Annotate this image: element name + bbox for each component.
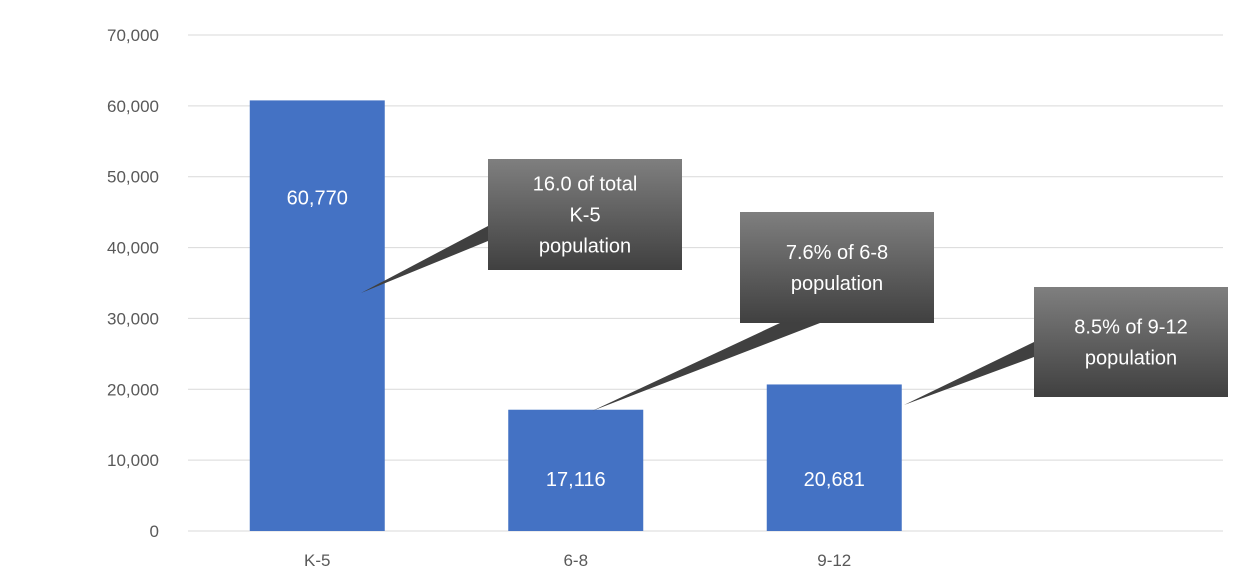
callout-text-line: population [791, 273, 883, 295]
bar-6-8 [508, 409, 644, 531]
x-category-label: K-5 [304, 551, 330, 570]
callout-pointer [904, 342, 1034, 405]
y-tick-label: 40,000 [107, 239, 159, 258]
callout-text-line: K-5 [569, 205, 600, 227]
callout-box [740, 212, 934, 323]
callout-annotation: 8.5% of 9-12 population [904, 287, 1228, 405]
y-tick-label: 70,000 [107, 26, 159, 45]
callout-pointer [361, 226, 488, 293]
callout-annotation: 16.0 of total K-5 population [361, 159, 682, 293]
x-category-label: 9-12 [817, 551, 851, 570]
bar-data-label: 17,116 [546, 469, 606, 491]
x-category-label: 6-8 [563, 551, 588, 570]
bar-data-label: 60,770 [287, 187, 348, 209]
bar-9-12 [766, 384, 902, 531]
callout-text-line: 8.5% of 9-12 [1074, 317, 1187, 339]
y-tick-label: 30,000 [107, 309, 159, 328]
y-tick-label: 0 [150, 522, 159, 541]
y-tick-label: 60,000 [107, 97, 159, 116]
y-tick-label: 20,000 [107, 380, 159, 399]
callout-box [488, 159, 682, 270]
callout-text-line: 7.6% of 6-8 [786, 242, 888, 264]
callout-box [1034, 287, 1228, 397]
callout-text-line: population [539, 236, 631, 258]
y-tick-label: 50,000 [107, 168, 159, 187]
bar-data-label: 20,681 [804, 469, 865, 491]
callout-text-line: 16.0 of total [533, 174, 638, 196]
y-tick-label: 10,000 [107, 451, 159, 470]
callout-annotation: 7.6% of 6-8 population [592, 212, 934, 411]
callout-text-line: population [1085, 348, 1177, 370]
callout-pointer [592, 323, 820, 411]
bar-k-5 [249, 100, 385, 531]
